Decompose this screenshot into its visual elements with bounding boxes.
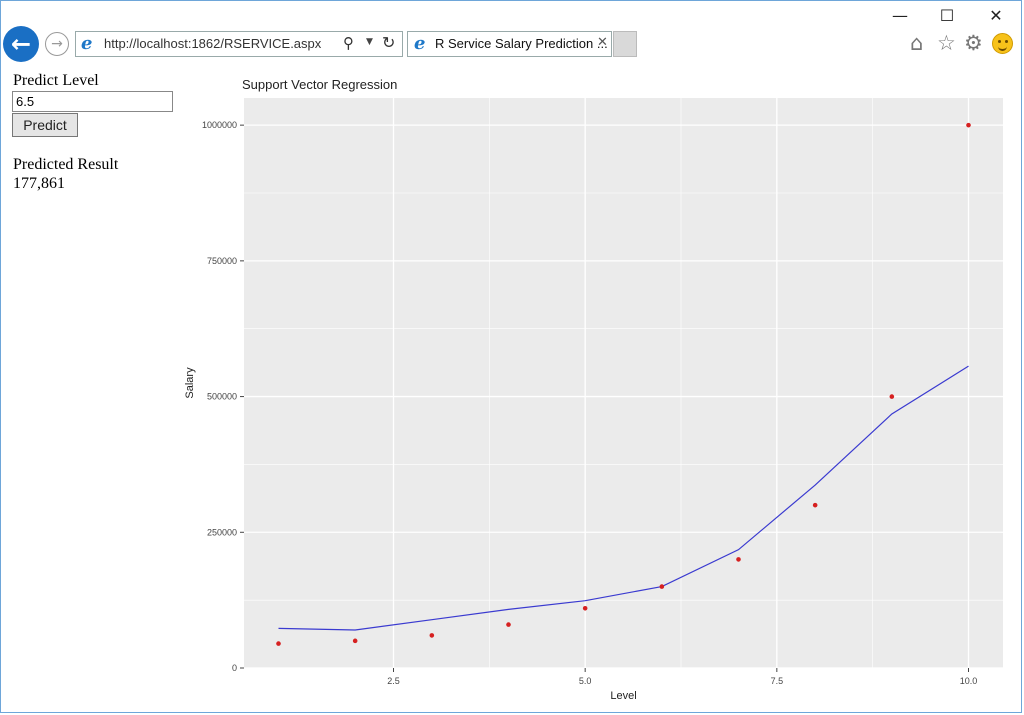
settings-gear-icon[interactable]: ⚙ <box>964 31 983 55</box>
tab-active[interactable]: e R Service Salary Prediction ... ✕ <box>407 31 612 57</box>
address-bar[interactable]: e http://localhost:1862/RSERVICE.aspx ⚲ … <box>75 31 403 57</box>
x-axis-title: Level <box>610 690 636 700</box>
y-tick-label: 0 <box>232 663 237 673</box>
x-tick-label: 2.5 <box>387 676 400 686</box>
url-text[interactable]: http://localhost:1862/RSERVICE.aspx <box>104 36 322 51</box>
close-icon[interactable]: ✕ <box>597 35 608 50</box>
ie-logo-icon: e <box>81 33 93 54</box>
x-tick-label: 7.5 <box>771 676 784 686</box>
ie-logo-icon: e <box>414 33 426 54</box>
feedback-smiley-icon[interactable] <box>992 33 1013 54</box>
data-point <box>966 122 971 128</box>
predicted-result-label: Predicted Result <box>13 156 119 173</box>
svr-chart: 2.5 5.0 7.5 10.0 0 250000 500000 750000 1000000 L… <box>184 98 1003 700</box>
data-point <box>582 605 588 611</box>
predict-button[interactable]: Predict <box>12 113 78 137</box>
search-icon[interactable]: ⚲ <box>343 34 354 52</box>
data-point <box>429 633 435 638</box>
predicted-result-value: 177,861 <box>13 175 65 192</box>
maximize-button[interactable]: ☐ <box>939 6 955 25</box>
y-tick-label: 500000 <box>207 392 237 402</box>
data-point <box>812 502 818 508</box>
data-point <box>659 584 665 589</box>
favorites-star-icon[interactable]: ☆ <box>937 31 956 55</box>
y-tick-label: 1000000 <box>202 120 237 130</box>
data-point <box>506 622 511 627</box>
chart-title: Support Vector Regression <box>242 77 398 92</box>
plot-panel <box>244 98 1003 668</box>
regression-line <box>278 365 969 631</box>
y-axis-title: Salary <box>184 367 196 399</box>
predict-level-label: Predict Level <box>13 72 99 89</box>
x-tick-label: 5.0 <box>579 676 592 686</box>
home-icon[interactable]: ⌂ <box>910 31 924 55</box>
new-tab-button[interactable] <box>613 31 637 57</box>
minimize-button[interactable]: — <box>892 6 908 25</box>
x-tick-label: 10.0 <box>960 676 978 686</box>
data-point <box>736 557 741 562</box>
data-point <box>276 641 281 646</box>
level-input[interactable] <box>12 91 173 112</box>
data-point <box>352 638 358 644</box>
close-window-button[interactable]: ✕ <box>989 6 1003 25</box>
forward-arrow-icon[interactable]: → <box>45 32 69 56</box>
data-point <box>889 394 895 399</box>
back-arrow-icon[interactable]: ← <box>3 26 39 62</box>
chevron-down-icon[interactable]: ▼ <box>366 37 373 47</box>
y-tick-label: 750000 <box>207 256 237 266</box>
y-tick-label: 250000 <box>207 527 237 537</box>
tab-title: R Service Salary Prediction ... <box>435 36 608 51</box>
refresh-icon[interactable]: ↻ <box>382 33 396 52</box>
